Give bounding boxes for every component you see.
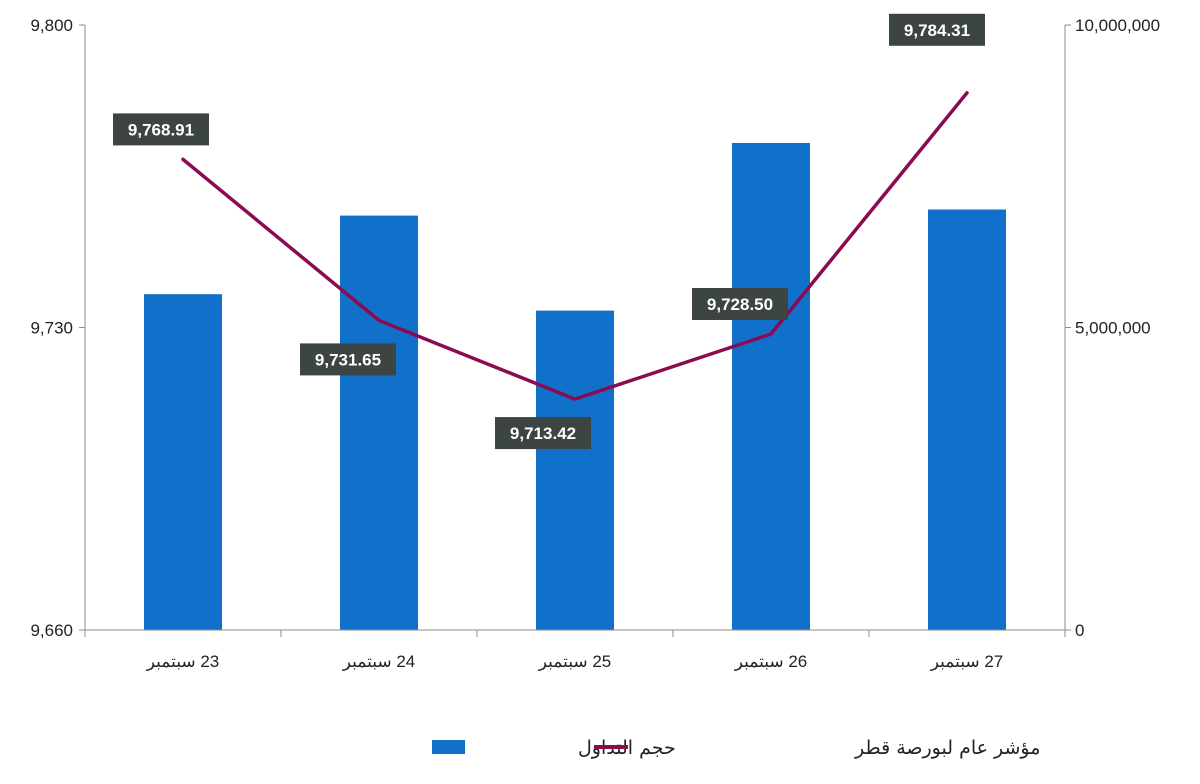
index-label-text: 9,731.65 xyxy=(315,350,381,369)
index-label-text: 9,728.50 xyxy=(707,295,773,314)
legend-swatch-volume xyxy=(432,740,465,754)
legend-label-index: مؤشر عام لبورصة قطر xyxy=(854,737,1040,759)
legend: حجم التداول مؤشر عام لبورصة قطر xyxy=(432,737,1040,759)
volume-bars xyxy=(144,143,1006,630)
right-tick-label: 10,000,000 xyxy=(1075,16,1160,35)
index-label-box xyxy=(889,13,985,46)
index-label-2: 9,731.65 xyxy=(300,343,396,376)
volume-bar-4 xyxy=(732,143,810,630)
index-label-text: 9,713.42 xyxy=(510,424,576,443)
index-label-1: 9,768.91 xyxy=(113,113,209,146)
x-category-label: 26 سبتمبر xyxy=(734,652,808,671)
index-label-box xyxy=(495,417,591,450)
volume-bar-3 xyxy=(536,310,614,630)
left-tick-label: 9,660 xyxy=(30,621,73,640)
index-label-box xyxy=(692,288,788,320)
index-label-3: 9,713.42 xyxy=(495,417,591,450)
index-line xyxy=(181,91,969,401)
index-label-4: 9,728.50 xyxy=(692,288,788,320)
volume-bar-1 xyxy=(144,294,222,630)
axis-ticks: 9,660 9,730 9,800 0 5,000,000 10,000,000 23 سب… xyxy=(30,16,1160,671)
index-label-5: 9,784.31 xyxy=(889,13,985,46)
left-tick-label: 9,800 xyxy=(30,16,73,35)
volume-bar-5 xyxy=(928,209,1006,630)
volume-bar-2 xyxy=(340,215,418,630)
index-label-box xyxy=(300,343,396,376)
left-tick-label: 9,730 xyxy=(30,319,73,338)
x-category-label: 25 سبتمبر xyxy=(538,652,612,671)
index-label-box xyxy=(113,113,209,146)
right-tick-label: 5,000,000 xyxy=(1075,319,1151,338)
index-label-text: 9,784.31 xyxy=(904,21,970,40)
right-tick-label: 0 xyxy=(1075,621,1084,640)
x-category-label: 23 سبتمبر xyxy=(146,652,220,671)
data-labels: 9,768.91 9,731.65 9,713.42 9,728.50 9,784.31 xyxy=(113,13,985,450)
x-category-label: 24 سبتمبر xyxy=(342,652,416,671)
index-label-text: 9,768.91 xyxy=(128,120,194,139)
x-category-label: 27 سبتمبر xyxy=(930,652,1004,671)
